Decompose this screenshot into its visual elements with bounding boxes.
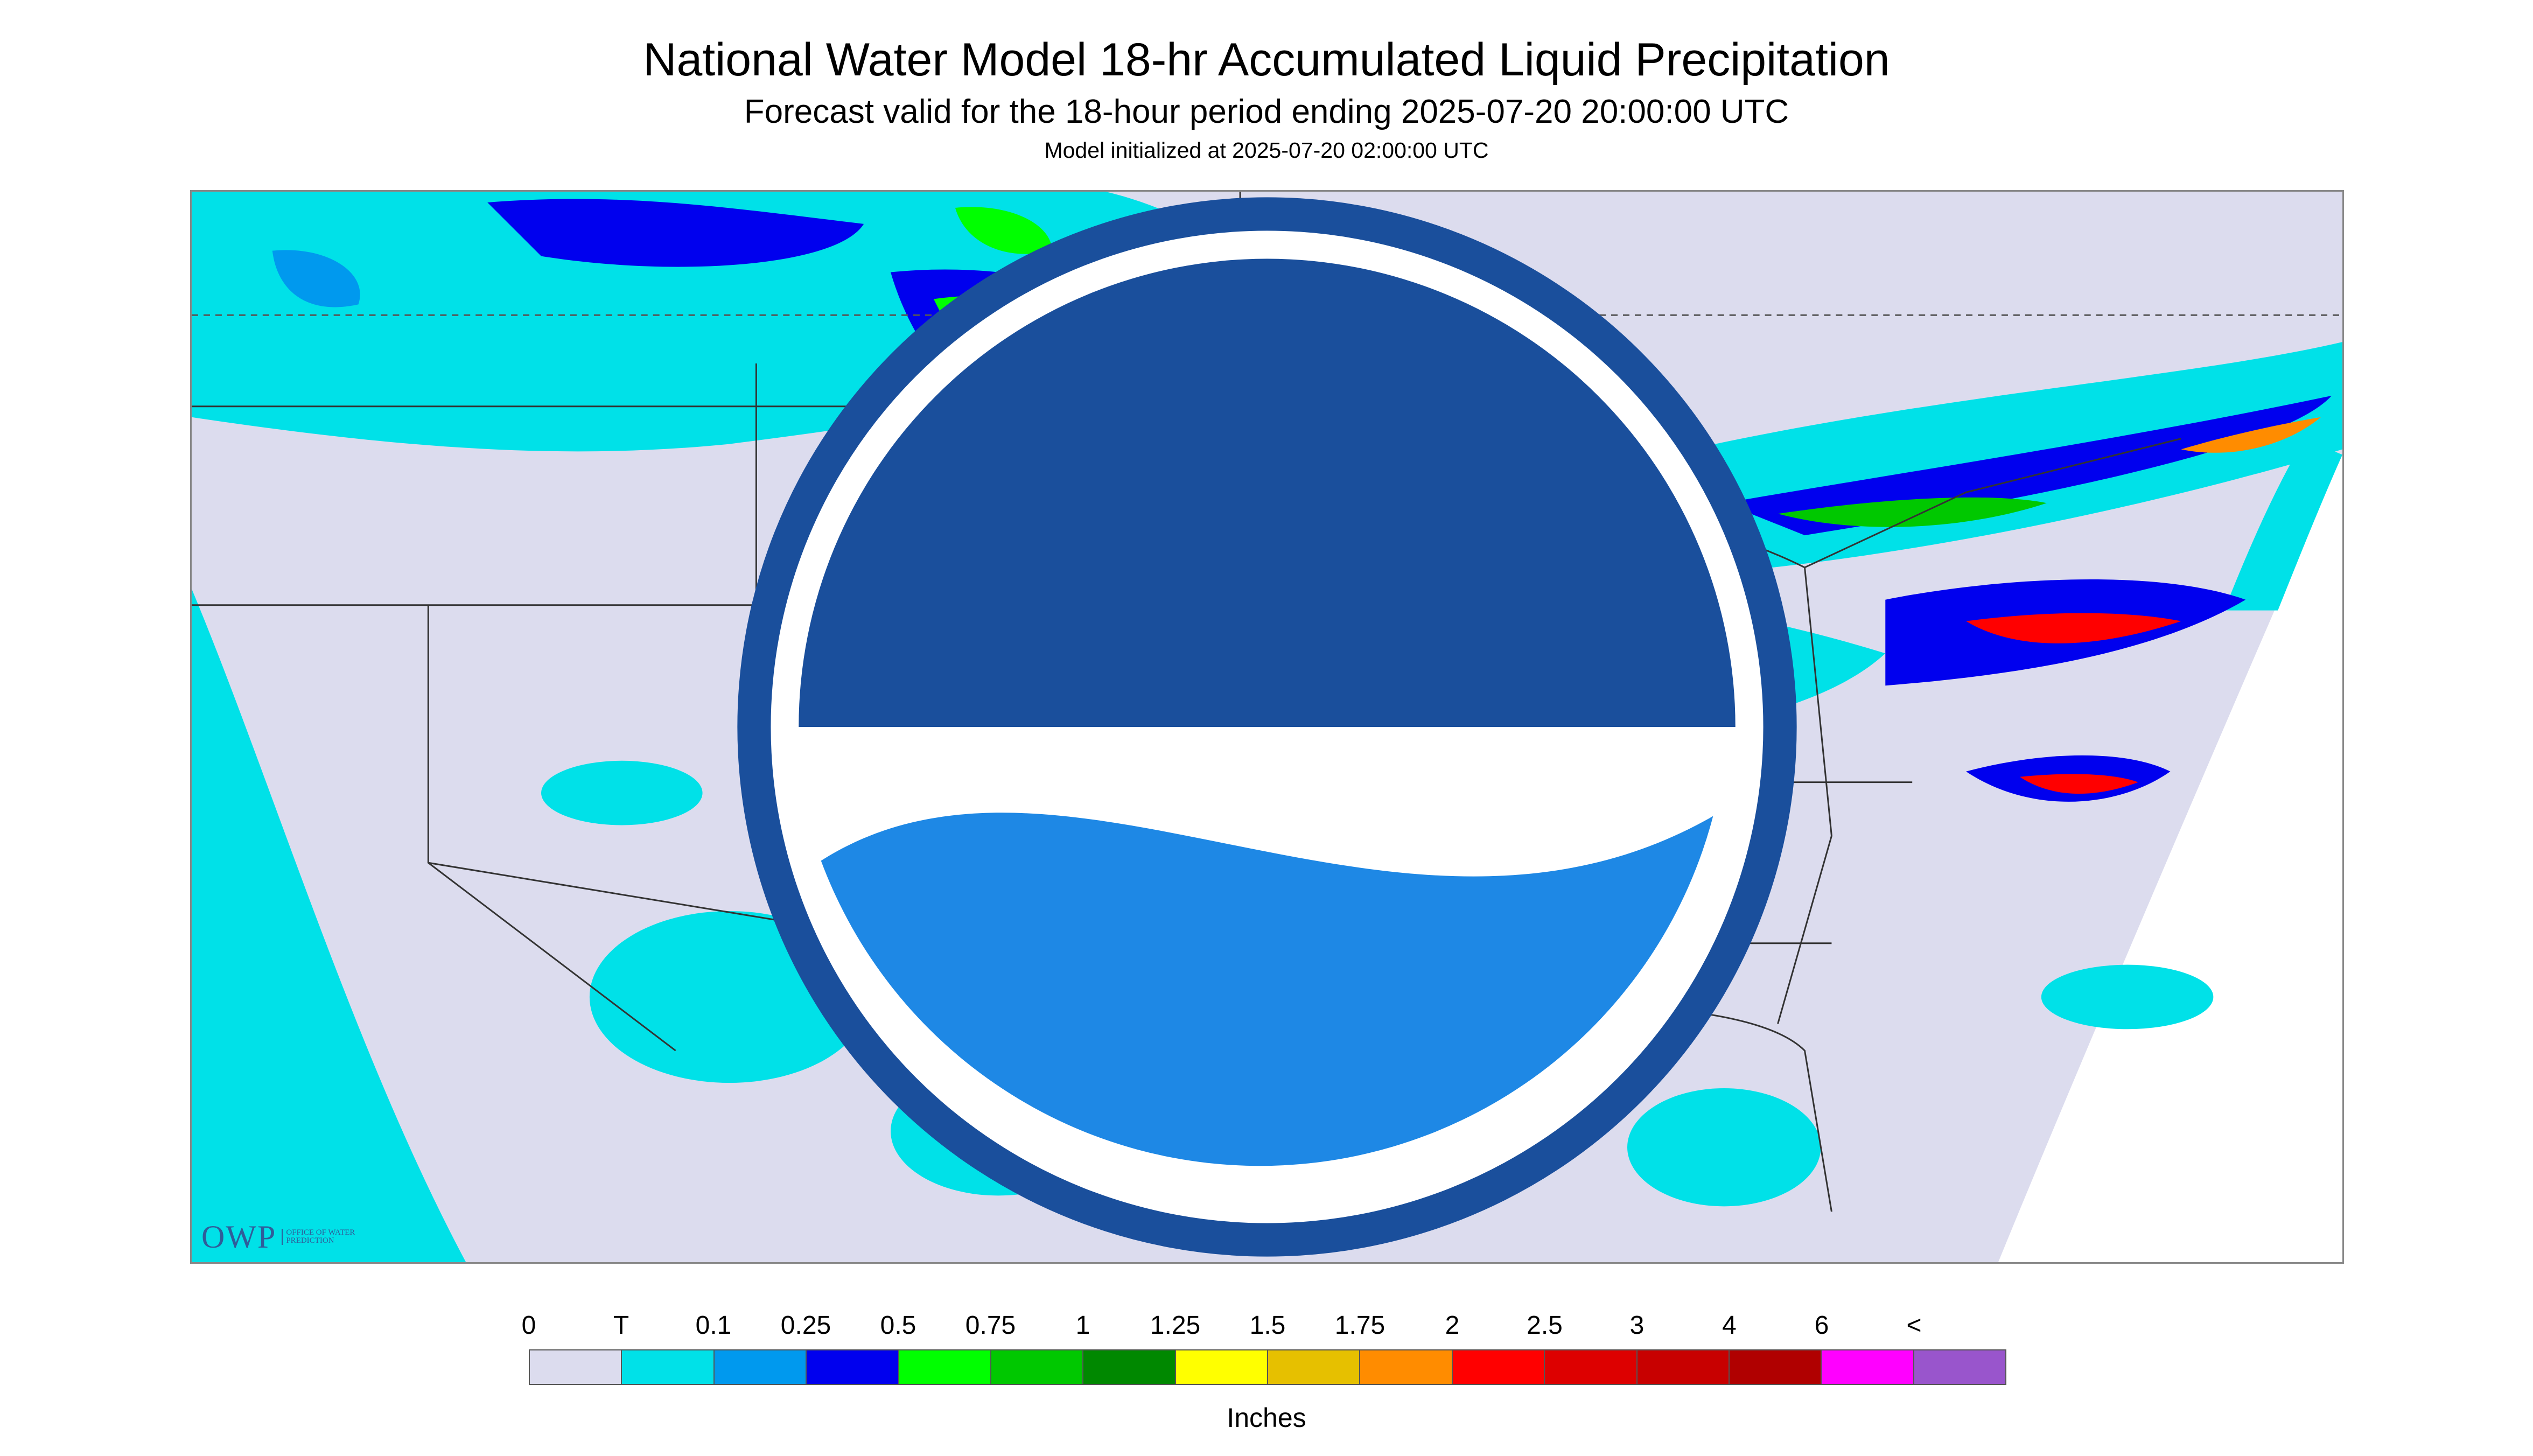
legend-label: 4 xyxy=(1722,1311,1737,1340)
legend-color-bar xyxy=(529,1349,2006,1385)
owp-logo: OWP OFFICE OF WATER PREDICTION xyxy=(201,1219,361,1255)
east-offgrid-region xyxy=(1998,454,2342,1262)
legend-swatch xyxy=(714,1350,807,1384)
precipitation-legend: 0 T 0.1 0.25 0.5 0.75 1 1.25 1.5 1.75 2 2.5 3 4 6 < xyxy=(522,1311,2006,1385)
east-edge-strip xyxy=(2224,438,2342,611)
legend-labels: 0 T 0.1 0.25 0.5 0.75 1 1.25 1.5 1.75 2 2.5 3 4 6 < xyxy=(522,1311,2006,1343)
legend-label: 0.5 xyxy=(880,1311,916,1340)
precipitation-map: OWP OFFICE OF WATER PREDICTION xyxy=(190,190,2344,1264)
legend-swatch xyxy=(1268,1350,1361,1384)
map-subtitle: Forecast valid for the 18-hour period en… xyxy=(744,93,1789,130)
legend-swatch xyxy=(1729,1350,1822,1384)
legend-swatch xyxy=(807,1350,899,1384)
owp-logo-letters: OWP xyxy=(201,1219,277,1255)
legend-label: 0.1 xyxy=(695,1311,732,1340)
legend-label: T xyxy=(613,1311,629,1340)
legend-label: 0.25 xyxy=(780,1311,831,1340)
northeast-rain-band xyxy=(1643,342,2342,802)
legend-swatch xyxy=(991,1350,1084,1384)
legend-swatch xyxy=(1360,1350,1453,1384)
legend-label: 0.75 xyxy=(965,1311,1016,1340)
legend-label: 1.5 xyxy=(1249,1311,1286,1340)
legend-label: 2.5 xyxy=(1527,1311,1563,1340)
legend-swatch xyxy=(622,1350,715,1384)
legend-swatch xyxy=(1452,1350,1545,1384)
legend-swatch xyxy=(899,1350,991,1384)
owp-logo-subtext: OFFICE OF WATER PREDICTION xyxy=(282,1229,361,1245)
legend-swatch xyxy=(1545,1350,1638,1384)
legend-swatch xyxy=(1637,1350,1730,1384)
west-edge-region xyxy=(192,589,466,1262)
legend-swatch xyxy=(530,1350,622,1384)
legend-units: Inches xyxy=(1227,1403,1306,1433)
legend-label: 0 xyxy=(521,1311,536,1340)
legend-label: 2 xyxy=(1445,1311,1460,1340)
map-title: National Water Model 18-hr Accumulated L… xyxy=(643,34,1890,86)
legend-label: 1.75 xyxy=(1334,1311,1386,1340)
legend-swatch xyxy=(1914,1350,2005,1384)
legend-label: 1.25 xyxy=(1150,1311,1201,1340)
legend-label: 1 xyxy=(1075,1311,1090,1340)
noaa-logo-icon xyxy=(737,197,1797,1257)
legend-swatch xyxy=(1175,1350,1268,1384)
model-init-text: Model initialized at 2025-07-20 02:00:00… xyxy=(1044,138,1489,163)
legend-swatch xyxy=(1822,1350,1914,1384)
legend-label: 6 xyxy=(1814,1311,1829,1340)
legend-label: 3 xyxy=(1629,1311,1645,1340)
legend-label: < xyxy=(1906,1311,1922,1340)
legend-swatch xyxy=(1083,1350,1176,1384)
